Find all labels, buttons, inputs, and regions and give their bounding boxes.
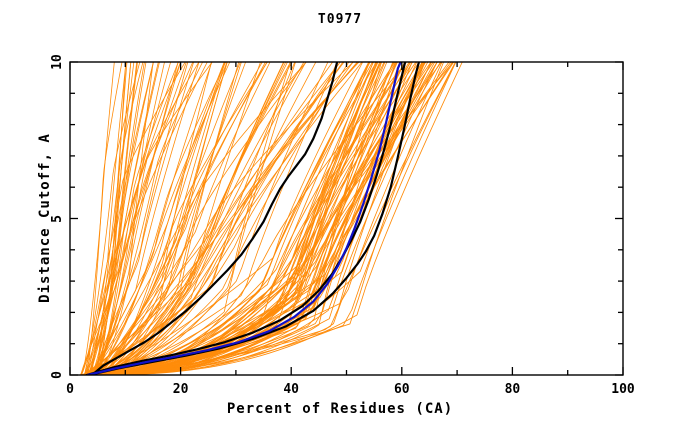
x-tick-label: 20 [172, 382, 189, 397]
model-curve [93, 62, 268, 375]
model-curve [87, 62, 317, 375]
model-curve [85, 62, 420, 375]
model-curves-layer [79, 62, 463, 375]
model-curve [81, 62, 115, 375]
model-curve [85, 62, 373, 375]
y-tick-label: 5 [50, 214, 65, 223]
model-curve [98, 62, 371, 375]
model-curve [82, 62, 360, 375]
y-tick-label: 0 [50, 371, 65, 379]
model-curve [91, 62, 434, 375]
model-curve [91, 62, 226, 375]
model-curve [84, 62, 154, 375]
model-curve [92, 62, 388, 375]
model-curve [80, 62, 187, 375]
reference-curve-blue-reference [86, 62, 402, 375]
model-curve [81, 62, 296, 375]
model-curve [89, 62, 128, 375]
model-curve [102, 62, 305, 375]
model-curve [88, 62, 426, 375]
model-curve [99, 62, 359, 375]
model-curve [96, 62, 200, 375]
model-curve [98, 62, 307, 375]
model-curve [89, 62, 213, 375]
model-curve [84, 62, 225, 375]
model-curve [98, 62, 341, 375]
model-curve [88, 62, 438, 375]
model-curve [95, 62, 350, 375]
model-curve [92, 62, 189, 375]
model-curve [95, 62, 159, 375]
model-curve [89, 62, 453, 375]
reference-curve-black-steep-reference [91, 62, 339, 375]
model-curve [100, 62, 341, 375]
x-tick-label: 80 [504, 382, 521, 397]
model-curve [93, 62, 418, 375]
x-tick-label: 60 [393, 382, 410, 397]
model-curve [103, 62, 228, 375]
model-curve [102, 62, 291, 375]
model-curve [101, 62, 268, 375]
model-curve [95, 62, 212, 375]
y-tick-label: 10 [50, 54, 65, 70]
x-axis-label: Percent of Residues (CA) [226, 401, 454, 417]
model-curve [84, 62, 200, 375]
model-curve [84, 62, 181, 375]
model-curve [91, 62, 424, 375]
model-curve [97, 62, 145, 375]
model-curve [84, 62, 186, 375]
model-curve [104, 62, 307, 375]
model-curve [86, 62, 358, 375]
model-curve [80, 62, 141, 375]
model-curve [88, 62, 147, 375]
model-curve [92, 62, 213, 375]
x-tick-label: 100 [611, 382, 635, 397]
page-title: T0977 [317, 12, 363, 27]
model-curve [87, 62, 127, 375]
model-curve [95, 62, 363, 375]
model-curve [94, 62, 179, 375]
axes-layer [69, 61, 624, 376]
model-curve [92, 62, 181, 375]
model-curve [93, 62, 454, 375]
model-curve [97, 62, 154, 375]
x-tick-label: 0 [66, 382, 74, 397]
model-curve [85, 62, 247, 375]
x-tick-label: 40 [283, 382, 300, 397]
